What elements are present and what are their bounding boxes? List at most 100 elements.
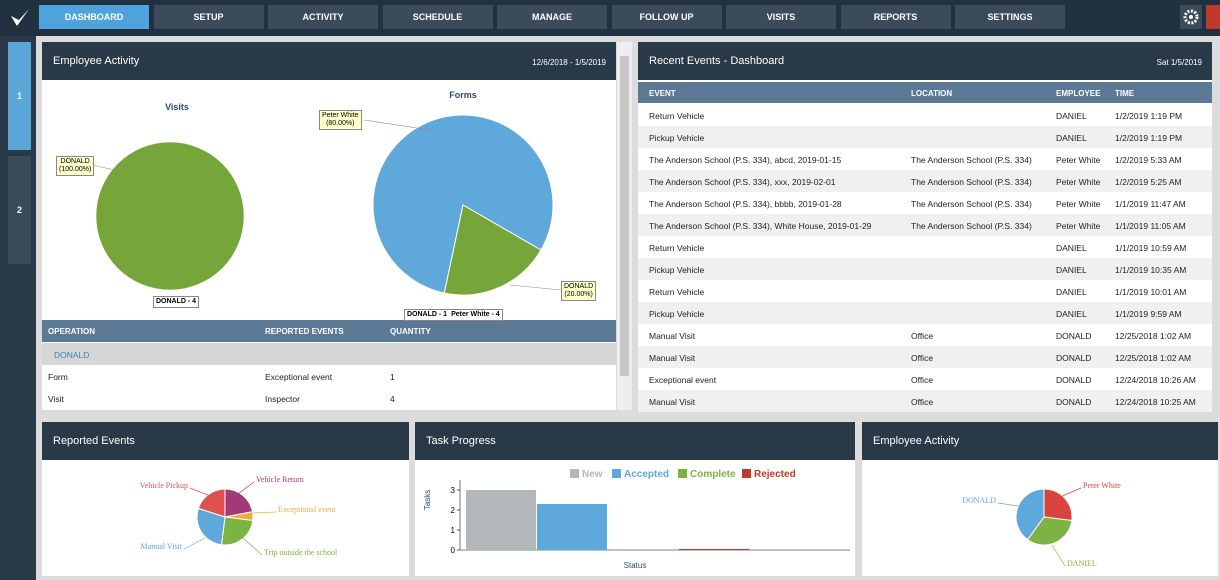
employee-activity-2-panel: Employee Activity (862, 422, 1218, 576)
panel-header: Task Progress (415, 422, 855, 460)
table-cell: DONALD (1056, 331, 1092, 341)
power-icon[interactable] (1206, 5, 1220, 29)
table-cell: 1/1/2019 10:35 AM (1115, 265, 1187, 275)
table-cell: Pickup Vehicle (649, 265, 705, 275)
settings-icon[interactable] (1180, 5, 1202, 29)
table-cell: The Anderson School (P.S. 334), abcd, 20… (649, 155, 842, 165)
table-cell: 1/1/2019 10:01 AM (1115, 287, 1187, 297)
date-range: 12/6/2018 - 1/5/2019 (532, 58, 606, 67)
table-cell: 1/2/2019 1:19 PM (1115, 133, 1183, 143)
table-cell: DANIEL (1056, 265, 1087, 275)
table-cell: Office (911, 375, 934, 385)
legend-item: Peter White - 4 (451, 311, 500, 318)
table-row (638, 390, 1212, 412)
table-row (638, 302, 1212, 324)
employee-activity-panel: Employee Activity 12/6/2018 - 1/5/2019 O… (42, 42, 616, 410)
column-header: LOCATION (911, 89, 953, 98)
nav-button[interactable]: VISITS (726, 5, 836, 29)
table-cell: The Anderson School (P.S. 334) (911, 199, 1032, 209)
side-tab[interactable]: 1 (8, 42, 31, 150)
pie-label: DONALD (20.00%) (561, 281, 597, 301)
nav-button[interactable]: SETUP (153, 5, 264, 29)
column-header: TIME (1115, 89, 1135, 98)
pie-label: DONALD (100.00%) (56, 156, 95, 176)
table-header (638, 82, 1212, 103)
panel-title: Employee Activity (873, 435, 960, 447)
table-row (638, 170, 1212, 192)
table-cell: DANIEL (1056, 111, 1087, 121)
recent-events-panel: Recent Events - Dashboard Sat 1/5/2019 E… (638, 42, 1212, 412)
group-label: DONALD (54, 350, 90, 360)
nav-button[interactable]: ACTIVITY (268, 5, 378, 29)
table-cell: DANIEL (1056, 309, 1087, 319)
nav-button[interactable]: SETTINGS (955, 5, 1065, 29)
column-header: OPERATION (48, 327, 95, 336)
table-cell: Manual Visit (649, 331, 696, 341)
panel-header: Recent Events - Dashboard Sat 1/5/2019 (638, 42, 1212, 80)
table-cell: 1/1/2019 9:59 AM (1115, 309, 1182, 319)
nav-button[interactable]: SCHEDULE (382, 5, 493, 29)
logo (11, 9, 29, 26)
panel-title: Task Progress (426, 435, 496, 447)
legend: DONALD - 1 Peter White - 4 (404, 309, 503, 321)
top-nav: DASHBOARD SETUP ACTIVITY SCHEDULE MANAGE FOLL… (0, 0, 1220, 36)
table-cell: Peter White (1056, 155, 1101, 165)
table-cell: Peter White (1056, 221, 1101, 231)
table-cell: 12/25/2018 1:02 AM (1115, 331, 1192, 341)
table-cell: DONALD (1056, 353, 1092, 363)
table-cell: Pickup Vehicle (649, 133, 705, 143)
nav-button[interactable]: REPORTS (840, 5, 951, 29)
table-cell: Manual Visit (649, 397, 696, 407)
table-header (42, 320, 616, 342)
table-cell: The Anderson School (P.S. 334), xxx, 201… (649, 177, 836, 187)
table-cell: Exceptional event (649, 375, 717, 385)
table-cell: DANIEL (1056, 287, 1087, 297)
table-cell: The Anderson School (P.S. 334), bbbb, 20… (649, 199, 842, 209)
table-cell: Office (911, 397, 934, 407)
column-header: EMPLOYEE (1056, 89, 1101, 98)
table-cell: Manual Visit (649, 353, 696, 363)
side-tab[interactable]: 2 (8, 156, 31, 264)
table-cell: 1/2/2019 1:19 PM (1115, 111, 1183, 121)
table-cell: The Anderson School (P.S. 334) (911, 177, 1032, 187)
table-row (638, 346, 1212, 368)
legend-item: DONALD - 4 (156, 298, 197, 305)
panel-title: Employee Activity (53, 55, 140, 67)
table-row (638, 214, 1212, 236)
table-row (638, 148, 1212, 170)
table-row (638, 280, 1212, 302)
table-cell: 12/24/2018 10:25 AM (1115, 397, 1196, 407)
table-cell: 1/1/2019 11:47 AM (1115, 199, 1186, 209)
pie-label-name: DONALD (60, 158, 90, 165)
pie-label-value: (100.00%) (59, 166, 92, 173)
task-progress-panel: Task Progress (415, 422, 855, 576)
table-cell: 1/1/2019 10:59 AM (1115, 243, 1187, 253)
pie-label-value: (20.00%) (564, 291, 593, 298)
table-cell: 12/25/2018 1:02 AM (1115, 353, 1192, 363)
table-cell: Exceptional event (265, 372, 333, 382)
panel-title: Reported Events (53, 435, 135, 447)
panel-header: Employee Activity (862, 422, 1218, 460)
date: Sat 1/5/2019 (1156, 58, 1202, 67)
table-cell: Form (48, 372, 68, 382)
panel-title: Recent Events - Dashboard (649, 55, 785, 67)
legend-item: DONALD - 1 (407, 311, 448, 318)
nav-button[interactable]: DASHBOARD (39, 5, 149, 29)
table-cell: 1 (390, 372, 395, 382)
table-row (638, 104, 1212, 126)
nav-button[interactable]: FOLLOW UP (611, 5, 722, 29)
reported-events-panel: Reported Events (42, 422, 409, 576)
table-row (638, 236, 1212, 258)
pie-label-name: DONALD (564, 283, 594, 290)
table-cell: DONALD (1056, 397, 1092, 407)
table-cell: The Anderson School (P.S. 334), White Ho… (649, 221, 872, 231)
nav-button[interactable]: MANAGE (497, 5, 607, 29)
scrollbar[interactable] (617, 42, 632, 410)
table-row (638, 324, 1212, 346)
table-row (638, 126, 1212, 148)
table-cell: 4 (390, 394, 395, 404)
table-cell: Visit (48, 394, 64, 404)
table-row (638, 192, 1212, 214)
